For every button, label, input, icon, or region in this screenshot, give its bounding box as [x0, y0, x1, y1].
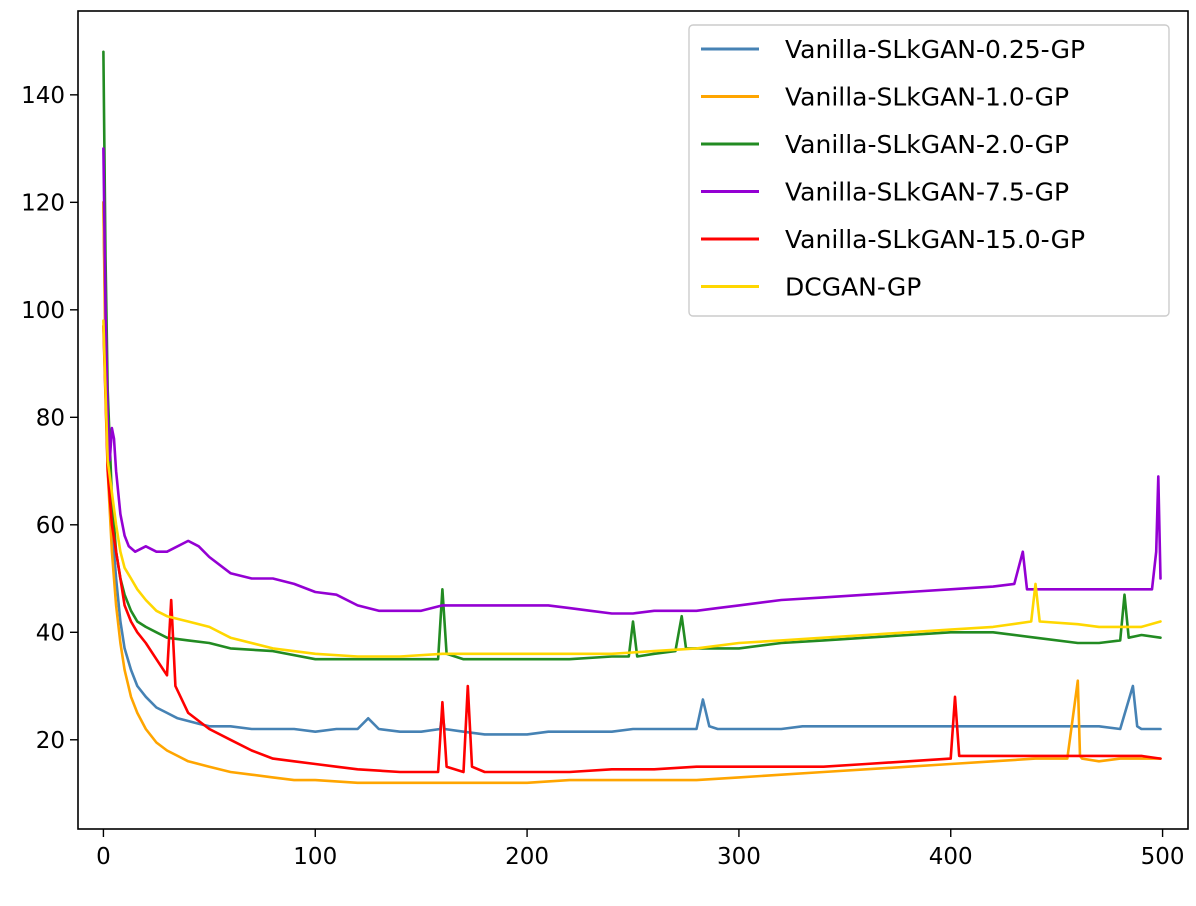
- legend: Vanilla-SLkGAN-0.25-GP Vanilla-SLkGAN-1.0…: [688, 24, 1170, 317]
- series-line-4: [102, 324, 1162, 774]
- legend-label-1: Vanilla-SLkGAN-1.0-GP: [785, 83, 1069, 112]
- legend-box: [688, 24, 1170, 317]
- x-axis: 0 100 200 300 400 500: [96, 829, 1185, 870]
- series-line-5: [102, 319, 1162, 658]
- x-tick-label: 300: [717, 844, 761, 870]
- legend-label-4: Vanilla-SLkGAN-15.0-GP: [785, 225, 1085, 254]
- legend-label-0: Vanilla-SLkGAN-0.25-GP: [785, 35, 1085, 64]
- x-tick-label: 100: [293, 844, 337, 870]
- y-tick-label: 40: [36, 620, 65, 646]
- legend-label-3: Vanilla-SLkGAN-7.5-GP: [785, 178, 1069, 207]
- plot-frame: [77, 10, 1189, 830]
- y-tick-label: 100: [21, 298, 65, 324]
- y-tick-label: 140: [21, 83, 65, 109]
- x-tick-label: 500: [1141, 844, 1185, 870]
- x-tick-label: 0: [96, 844, 111, 870]
- y-tick-label: 80: [36, 405, 65, 431]
- y-tick-label: 20: [36, 728, 65, 754]
- x-tick-label: 200: [505, 844, 549, 870]
- series-line-2: [102, 50, 1162, 661]
- y-tick-label: 60: [36, 513, 65, 539]
- x-tick-label: 400: [929, 844, 973, 870]
- y-tick-label: 120: [21, 190, 65, 216]
- series-line-1: [102, 201, 1162, 785]
- y-axis: 20 40 60 80 100 120 140: [21, 83, 78, 754]
- series-line-0: [102, 201, 1162, 736]
- legend-label-2: Vanilla-SLkGAN-2.0-GP: [785, 130, 1069, 159]
- series-line-3: [102, 147, 1162, 615]
- series-layer: [102, 50, 1162, 785]
- legend-label-5: DCGAN-GP: [785, 273, 921, 302]
